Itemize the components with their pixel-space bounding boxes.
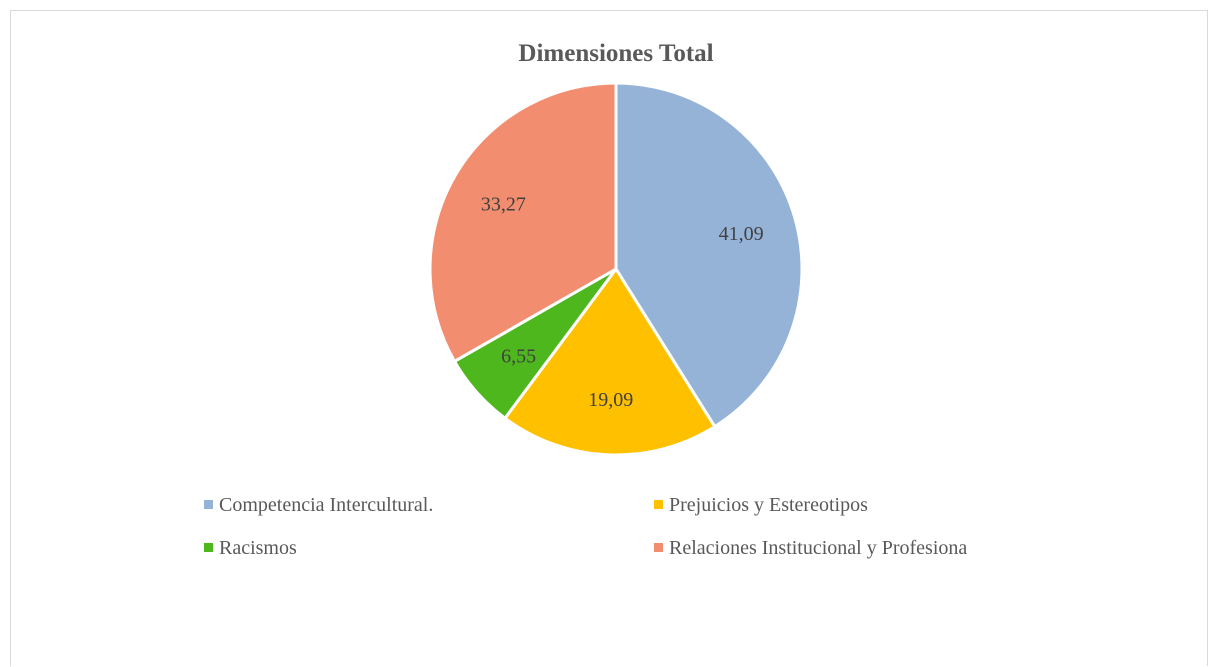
legend-swatch-relaciones	[654, 543, 663, 552]
pie-slices	[428, 81, 804, 457]
legend-label-competencia: Competencia Intercultural.	[219, 494, 434, 516]
data-label-prejuicios: 19,09	[588, 389, 633, 411]
data-label-racismos: 6,55	[501, 345, 536, 367]
data-label-competencia: 41,09	[719, 223, 764, 245]
legend-label-racismos: Racismos	[219, 537, 297, 559]
legend-swatch-competencia	[204, 500, 213, 509]
data-label-relaciones: 33,27	[481, 194, 526, 216]
chart-title: Dimensiones Total	[518, 40, 714, 67]
pie-labels: 41,09 19,09 6,55 33,27	[481, 194, 764, 411]
pie-slice-prejuicios	[502, 266, 717, 457]
legend-swatch-prejuicios	[654, 500, 663, 509]
legend-item-prejuicios: Prejuicios y Estereotipos	[654, 490, 868, 520]
legend-item-relaciones: Relaciones Institucional y Profesiona	[654, 533, 967, 563]
legend-item-competencia: Competencia Intercultural.	[204, 490, 433, 520]
legend-swatch-racismos	[204, 543, 213, 552]
legend-label-prejuicios: Prejuicios y Estereotipos	[669, 494, 868, 516]
pie-slice-relaciones	[428, 81, 618, 364]
legend-label-relaciones: Relaciones Institucional y Profesiona	[669, 537, 968, 559]
legend-item-racismos: Racismos	[204, 533, 297, 563]
